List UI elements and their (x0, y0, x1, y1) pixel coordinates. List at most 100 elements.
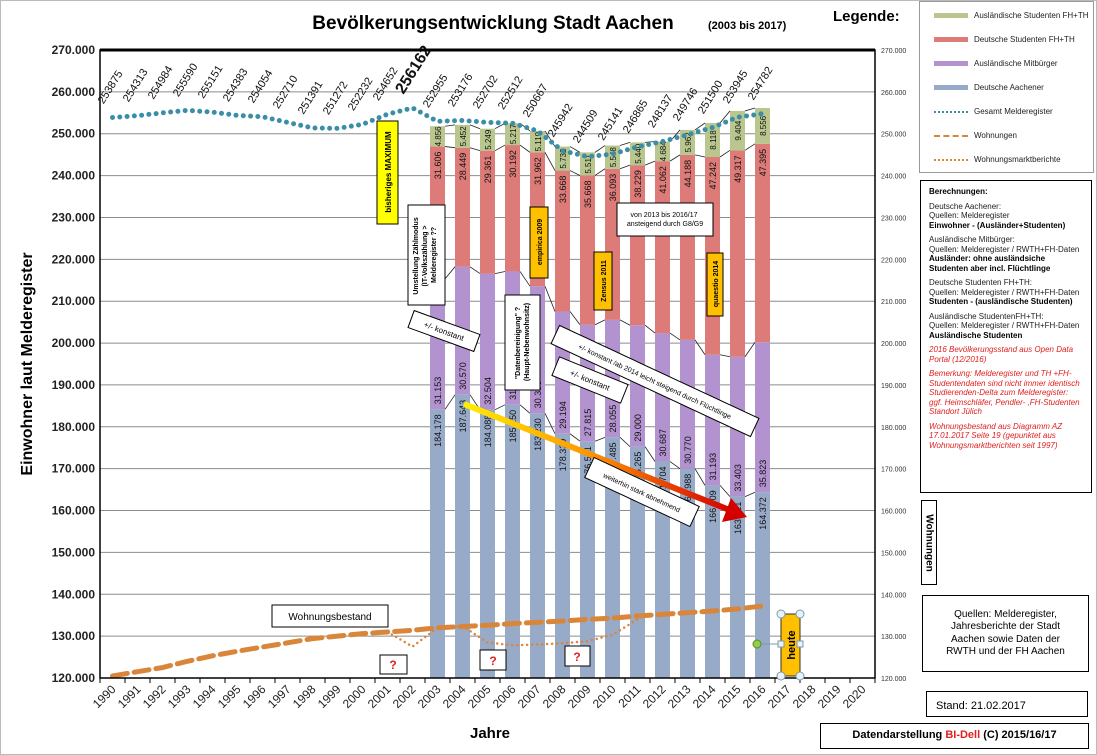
legend-swatch (934, 85, 968, 90)
legend-label: Deutsche Studenten FH+TH (974, 35, 1075, 44)
y-tick-label: 240.000 (52, 169, 96, 183)
calculation-section: Deutsche Studenten FH+TH: Quellen: Melder… (929, 278, 1083, 307)
bar-value-label: 30.770 (683, 436, 693, 464)
gesamt-value-label: 254782 (746, 65, 776, 102)
series-connector (544, 130, 556, 147)
x-tick-label: 2004 (440, 682, 469, 711)
series-connector (719, 354, 731, 358)
svg-text:?: ? (389, 658, 396, 672)
y2-tick-label: 190.000 (881, 383, 906, 390)
bar-value-label: 175.265 (633, 452, 643, 485)
y2-tick-label: 160.000 (881, 509, 906, 516)
calculation-note: Bemerkung: Melderegister und TH +FH-Stud… (929, 369, 1080, 416)
calculation-line: Deutsche Studenten FH+TH: (929, 278, 1032, 287)
bar-auslaendische-studenten (530, 130, 545, 153)
bar-deutsche-aachener (630, 446, 645, 678)
bar-value-label: 5.452 (459, 126, 468, 147)
y2-tick-label: 180.000 (881, 425, 906, 432)
calculation-line: Quellen: Melderegister (929, 211, 1010, 220)
resize-handle[interactable] (795, 671, 805, 681)
gesamt-value-label: 254054 (246, 68, 276, 105)
resize-handle[interactable] (795, 609, 805, 619)
y-axis-title: Einwohner laut Melderegister (19, 252, 36, 475)
x-tick-label: 2006 (490, 682, 519, 711)
bar-value-label: 184.088 (483, 415, 493, 448)
calculation-section: Ausländische Mitbürger: Quellen: Meldereg… (929, 235, 1083, 273)
svg-text:Wohnungsbestand: Wohnungsbestand (288, 612, 371, 623)
bar-value-label: 31.606 (433, 152, 443, 180)
calculation-line: Ausländische Mitbürger: (929, 235, 1015, 244)
bar-value-label: 35.823 (758, 460, 768, 488)
y-tick-label: 120.000 (52, 671, 96, 685)
calculation-formula: Ausländer: ohne ausländsiche (929, 254, 1046, 263)
x-tick-label: 2017 (765, 682, 794, 711)
x-tick-label: 2016 (740, 682, 769, 711)
bar-auslaendische-studenten (480, 128, 495, 151)
y2-tick-label: 130.000 (881, 634, 906, 641)
x-tick-label: 2007 (515, 682, 544, 711)
series-connector (519, 144, 531, 153)
x-tick-label: 2011 (615, 682, 643, 710)
x-tick-label: 1997 (265, 682, 294, 711)
bar-value-label: 5.962 (684, 132, 693, 153)
line-wohnungsmarktberichte (386, 618, 639, 649)
gesamt-value-label: 255151 (196, 63, 226, 100)
bar-deutsche-aachener (705, 485, 720, 678)
series-connector (494, 144, 506, 152)
y-tick-label: 220.000 (52, 252, 96, 266)
series-connector (494, 404, 506, 411)
bar-value-label: 38.229 (633, 170, 643, 198)
series-connector (469, 147, 481, 152)
y-tick-label: 270.000 (52, 43, 96, 57)
bar-deutsche-aachener (555, 433, 570, 678)
x-tick-label: 2001 (365, 682, 394, 711)
bar-value-label: 29.194 (558, 401, 568, 429)
svg-text:Zensus 2011: Zensus 2011 (601, 260, 608, 302)
calculation-note: Wohnungsbestand aus Diagramm AZ 17.01.20… (929, 421, 1063, 450)
credit-prefix: Datendarstellung (852, 729, 946, 741)
svg-text:heute: heute (786, 630, 798, 659)
gesamt-value-label: 248137 (646, 93, 676, 130)
series-connector (544, 413, 556, 434)
x-tick-label: 2012 (640, 682, 669, 711)
bar-value-label: 5.119 (534, 131, 543, 151)
bar-auslaendische-studenten (755, 108, 770, 144)
resize-handle[interactable] (777, 640, 785, 648)
annotation-zensus: Zensus 2011 (593, 251, 613, 311)
annotation-empirica: empirica 2009 (529, 206, 549, 279)
legend: Ausländische Studenten FH+TH Deutsche Stu… (919, 1, 1094, 173)
bar-value-label: 8.556 (759, 115, 768, 136)
svg-text:?: ? (573, 650, 580, 664)
y2-tick-label: 170.000 (881, 467, 906, 474)
heute-marker[interactable]: heute (752, 609, 805, 681)
rotate-handle[interactable] (752, 639, 762, 649)
annotation-wohnungsbestand: Wohnungsbestand (271, 604, 389, 628)
series-connector (694, 339, 706, 356)
date-text: Stand: 21.02.2017 (936, 700, 1026, 712)
resize-handle[interactable] (796, 640, 804, 648)
bar-value-label: 27.815 (583, 409, 593, 437)
series-connector (569, 433, 581, 442)
bar-value-label: 33.668 (558, 176, 568, 204)
x-tick-label: 2018 (790, 682, 819, 711)
resize-handle[interactable] (776, 609, 786, 619)
credit-author: BI-Dell (945, 729, 981, 741)
bar-auslaendische-studenten (455, 124, 470, 148)
bar-value-label: 49.317 (733, 155, 743, 183)
resize-handle[interactable] (776, 671, 786, 681)
series-connector (719, 110, 731, 124)
bar-value-label: 164.372 (758, 497, 768, 530)
series-connector (494, 271, 506, 274)
svg-text:empirica 2009: empirica 2009 (537, 219, 544, 265)
gesamt-value-label: 252955 (421, 72, 451, 109)
bar-deutsche-aachener (480, 409, 495, 678)
legend-swatch (934, 134, 968, 137)
bar-deutsche-aachener (430, 409, 445, 678)
svg-text:"Datenbereinigung" ? (Ha: "Datenbereinigung" ? (Haupt-Nebenwohnsit… (515, 303, 531, 381)
y-tick-label: 150.000 (52, 545, 96, 559)
legend-label: Wohnungen (974, 131, 1017, 140)
bar-value-label: 9.404 (734, 120, 743, 141)
gesamt-value-label: 254313 (121, 67, 151, 104)
bar-auslaendische-studenten (505, 123, 520, 146)
